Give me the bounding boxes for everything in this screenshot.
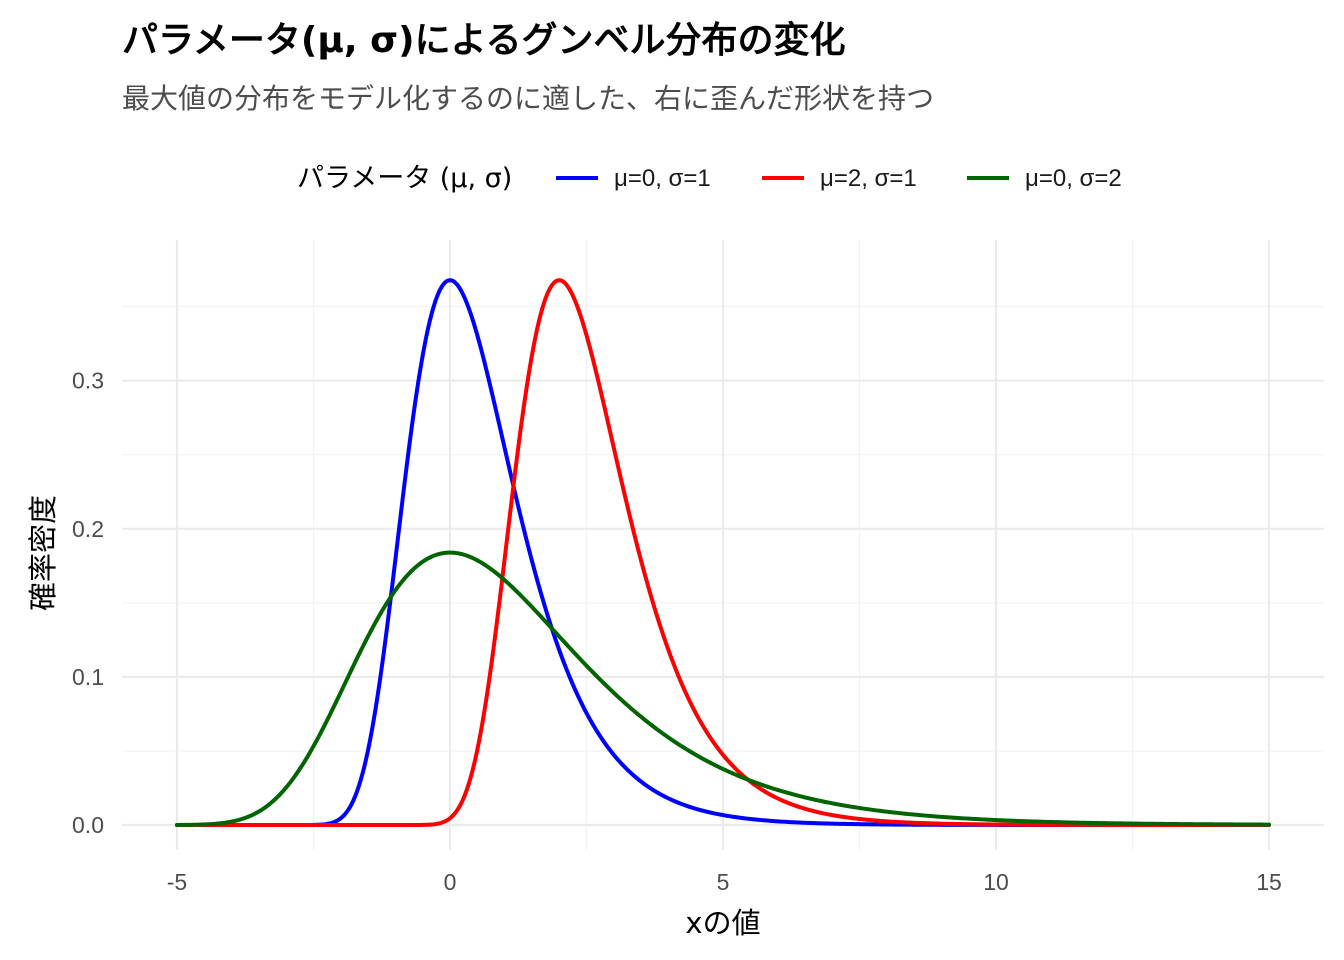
chart-subtitle: 最大値の分布をモデル化するのに適した、右に歪んだ形状を持つ xyxy=(122,82,934,115)
x-tick-label: 0 xyxy=(444,869,457,895)
x-axis-ticks: -5 0 5 10 15 xyxy=(167,869,1282,895)
x-tick-label: 15 xyxy=(1256,869,1282,895)
legend-label-series-0: μ=0, σ=1 xyxy=(614,165,711,192)
major-gridlines xyxy=(122,240,1324,850)
legend-label-series-1: μ=2, σ=1 xyxy=(820,165,917,192)
series-line-2 xyxy=(175,550,1271,827)
x-tick-label: -5 xyxy=(167,869,187,895)
series-lines xyxy=(175,278,1271,827)
x-tick-label: 5 xyxy=(717,869,730,895)
y-axis-ticks: 0.0 0.1 0.2 0.3 xyxy=(72,368,104,838)
chart-title: パラメータ(μ, σ)によるグンベル分布の変化 xyxy=(122,19,845,61)
y-tick-label: 0.1 xyxy=(72,664,104,690)
x-tick-label: 10 xyxy=(983,869,1009,895)
y-tick-label: 0.2 xyxy=(72,516,104,542)
legend-title: パラメータ (μ, σ) xyxy=(297,163,512,194)
y-tick-label: 0.3 xyxy=(72,368,104,394)
series-line-1 xyxy=(175,278,1271,827)
legend: パラメータ (μ, σ) μ=0, σ=1 μ=2, σ=1 μ=0, σ=2 xyxy=(297,163,1122,194)
legend-label-series-2: μ=0, σ=2 xyxy=(1025,165,1122,192)
y-tick-label: 0.0 xyxy=(72,812,104,838)
y-axis-title: 確率密度 xyxy=(26,495,60,611)
x-axis-title: xの値 xyxy=(685,906,760,940)
